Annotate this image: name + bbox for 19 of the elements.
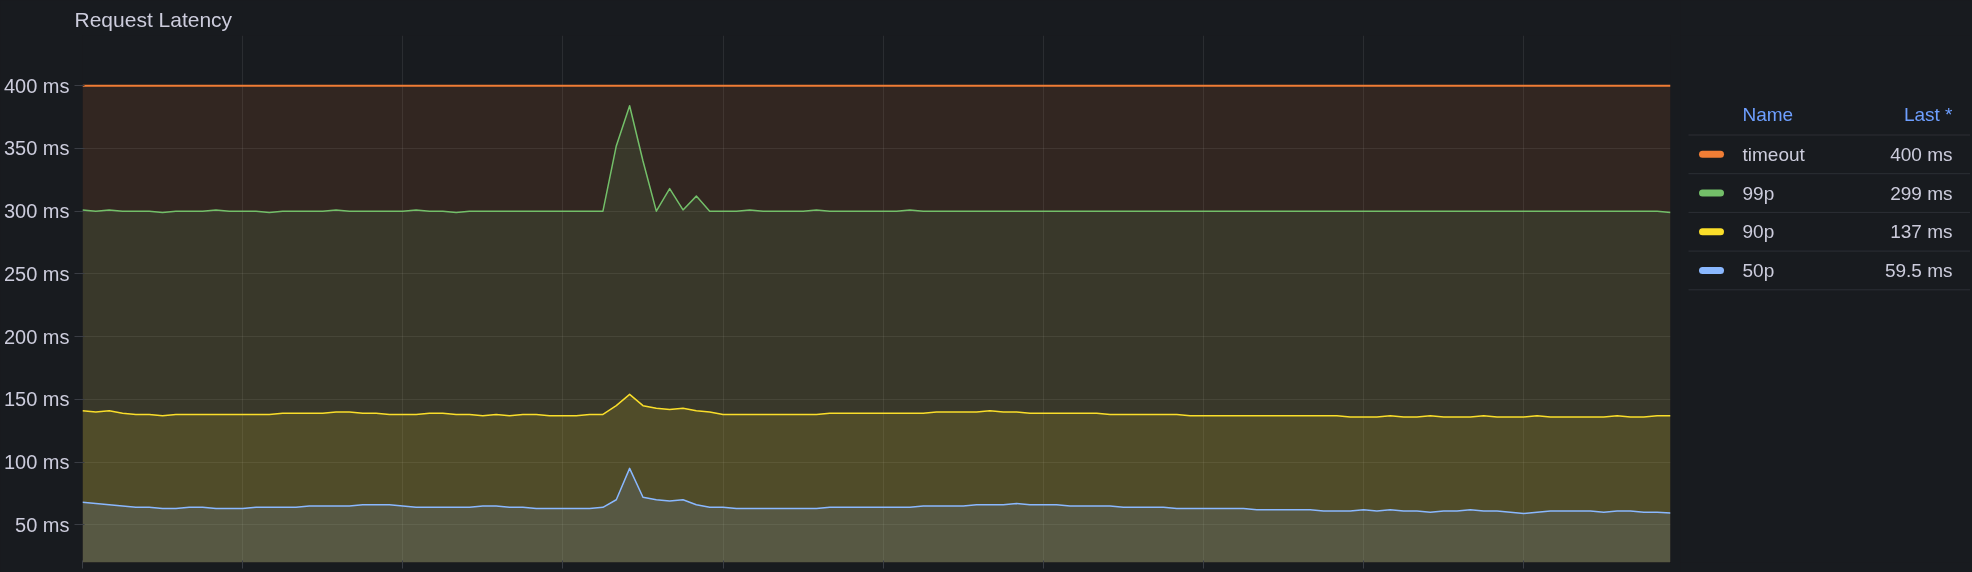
legend-label: timeout — [1742, 143, 1806, 165]
legend-label: 99p — [1742, 182, 1775, 204]
y-tick-label: 400 ms — [3, 74, 70, 97]
y-tick-label: 150 ms — [3, 388, 70, 411]
y-tick-label: 250 ms — [3, 262, 70, 285]
text: 299 ms — [1890, 182, 1953, 204]
y-tick-label: 350 ms — [3, 137, 70, 160]
legend-label: 90p — [1742, 221, 1775, 243]
legend-label: 50p — [1742, 259, 1775, 281]
y-tick-label: 50 ms — [15, 513, 70, 536]
y-tick-label: 100 ms — [3, 451, 70, 474]
text: Name — [1742, 104, 1794, 126]
text: 137 ms — [1890, 221, 1953, 243]
text: 59.5 ms — [1884, 259, 1953, 281]
y-tick-label: 200 ms — [3, 325, 70, 348]
y-tick-label: 300 ms — [3, 200, 70, 223]
text: Last * — [1903, 104, 1954, 126]
chart-title: Request Latency — [74, 7, 233, 31]
text: 400 ms — [1890, 143, 1953, 165]
